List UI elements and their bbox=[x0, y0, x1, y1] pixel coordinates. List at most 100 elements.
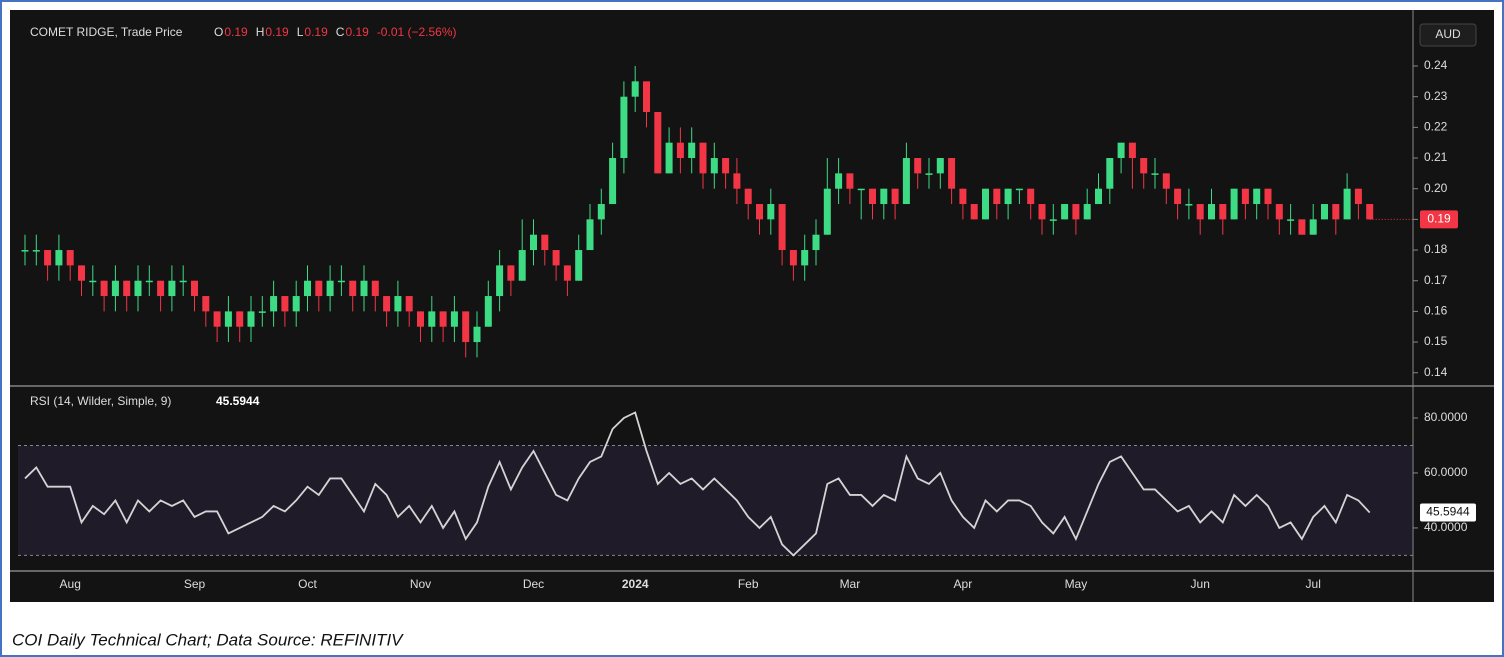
candle-body bbox=[405, 296, 413, 312]
candle-body bbox=[394, 296, 402, 312]
ohlc-value: 0.19 bbox=[265, 25, 289, 39]
candle-body bbox=[767, 204, 775, 220]
y-tick-label: 0.20 bbox=[1424, 181, 1448, 195]
candle-body bbox=[710, 158, 718, 174]
candle-body bbox=[281, 296, 289, 312]
x-tick-label: May bbox=[1065, 577, 1088, 591]
candle-body bbox=[326, 280, 334, 297]
candle-body bbox=[157, 280, 165, 297]
candle-body bbox=[1061, 204, 1069, 220]
candle-body bbox=[1095, 188, 1102, 205]
candle-body bbox=[507, 265, 515, 281]
candle-body bbox=[134, 280, 142, 297]
candle-body bbox=[1049, 219, 1057, 221]
candle-body bbox=[371, 280, 379, 297]
ohlc-label: L bbox=[297, 25, 304, 39]
caption: COI Daily Technical Chart; Data Source: … bbox=[12, 630, 404, 649]
candle-body bbox=[541, 234, 549, 251]
x-tick-label: Aug bbox=[60, 577, 81, 591]
candle-body bbox=[1151, 173, 1159, 175]
candle-body bbox=[1309, 219, 1317, 235]
candle-body bbox=[44, 250, 52, 266]
y-tick-label: 0.14 bbox=[1424, 365, 1448, 379]
candle-body bbox=[1072, 204, 1080, 220]
candle-body bbox=[789, 250, 797, 266]
y-tick-label: 0.16 bbox=[1424, 304, 1448, 318]
candle-body bbox=[744, 188, 752, 205]
candle-body bbox=[722, 158, 730, 174]
candle-body bbox=[1230, 188, 1238, 220]
candle-body bbox=[586, 219, 594, 251]
legend-header: COMET RIDGE, Trade Price O 0.19 H 0.19 L 0.19… bbox=[30, 25, 457, 39]
rsi-value-label: 45.5944 bbox=[1426, 505, 1470, 519]
candle-body bbox=[597, 204, 605, 220]
candle-body bbox=[1253, 188, 1261, 205]
candle-body bbox=[55, 250, 63, 266]
candle-body bbox=[304, 280, 311, 297]
candle-body bbox=[78, 265, 85, 281]
candle-body bbox=[1264, 188, 1272, 205]
candle-body bbox=[1083, 204, 1091, 220]
candle-body bbox=[247, 311, 255, 327]
candle-body bbox=[948, 158, 956, 189]
candle-body bbox=[21, 250, 29, 252]
ohlc-label: H bbox=[256, 25, 265, 39]
candle-body bbox=[982, 188, 989, 220]
candle-body bbox=[518, 250, 526, 281]
candle-body bbox=[936, 158, 944, 174]
y-tick-label: 80.0000 bbox=[1424, 410, 1468, 424]
currency: AUD bbox=[1435, 27, 1461, 41]
candle-body bbox=[168, 280, 176, 297]
chart-title: COMET RIDGE, Trade Price bbox=[30, 25, 183, 39]
candle-body bbox=[191, 280, 198, 297]
candle-body bbox=[383, 296, 391, 312]
x-tick-label: Apr bbox=[954, 577, 973, 591]
x-tick-label: Sep bbox=[184, 577, 206, 591]
y-tick-label: 0.18 bbox=[1424, 242, 1448, 256]
candle-body bbox=[1321, 204, 1328, 220]
candle-body bbox=[902, 158, 910, 205]
candle-body bbox=[880, 188, 888, 205]
candle-body bbox=[857, 188, 865, 191]
candle-body bbox=[349, 280, 357, 297]
candle-body bbox=[484, 296, 492, 327]
candle-body bbox=[1185, 204, 1193, 206]
candle-body bbox=[202, 296, 210, 312]
candle-body bbox=[643, 81, 650, 113]
y-tick-label: 0.24 bbox=[1424, 58, 1448, 72]
candle-body bbox=[993, 188, 1001, 205]
rsi-title: RSI (14, Wilder, Simple, 9) bbox=[30, 394, 171, 408]
candle-body bbox=[665, 142, 673, 174]
x-tick-label: Dec bbox=[523, 577, 544, 591]
candle-body bbox=[1128, 142, 1136, 159]
ohlc-label: C bbox=[336, 25, 345, 39]
rsi-band-fill bbox=[18, 445, 1413, 556]
candle-body bbox=[179, 280, 187, 283]
y-tick-label: 40.0000 bbox=[1424, 520, 1468, 534]
candle-body bbox=[496, 265, 504, 297]
candle-body bbox=[258, 311, 266, 313]
candle-body bbox=[428, 311, 436, 327]
y-tick-label: 0.15 bbox=[1424, 334, 1448, 348]
x-tick-label: Nov bbox=[410, 577, 431, 591]
y-tick-label: 0.17 bbox=[1424, 273, 1448, 287]
candle-body bbox=[1332, 204, 1340, 220]
candle-body bbox=[417, 311, 424, 327]
candle-body bbox=[1208, 204, 1215, 220]
candle-body bbox=[1162, 173, 1170, 189]
candle-body bbox=[337, 280, 345, 283]
x-tick-label: Jul bbox=[1306, 577, 1321, 591]
y-tick-label: 0.23 bbox=[1424, 89, 1448, 103]
candle-body bbox=[270, 296, 278, 312]
ohlc-value: 0.19 bbox=[345, 25, 369, 39]
candle-body bbox=[1219, 204, 1227, 220]
candle-body bbox=[1196, 204, 1204, 220]
candle-body bbox=[1004, 188, 1012, 205]
logo: LSEG bbox=[1436, 608, 1471, 623]
candle-body bbox=[450, 311, 458, 327]
candle-body bbox=[801, 250, 809, 266]
candle-body bbox=[620, 96, 628, 159]
candle-body bbox=[1298, 219, 1306, 235]
